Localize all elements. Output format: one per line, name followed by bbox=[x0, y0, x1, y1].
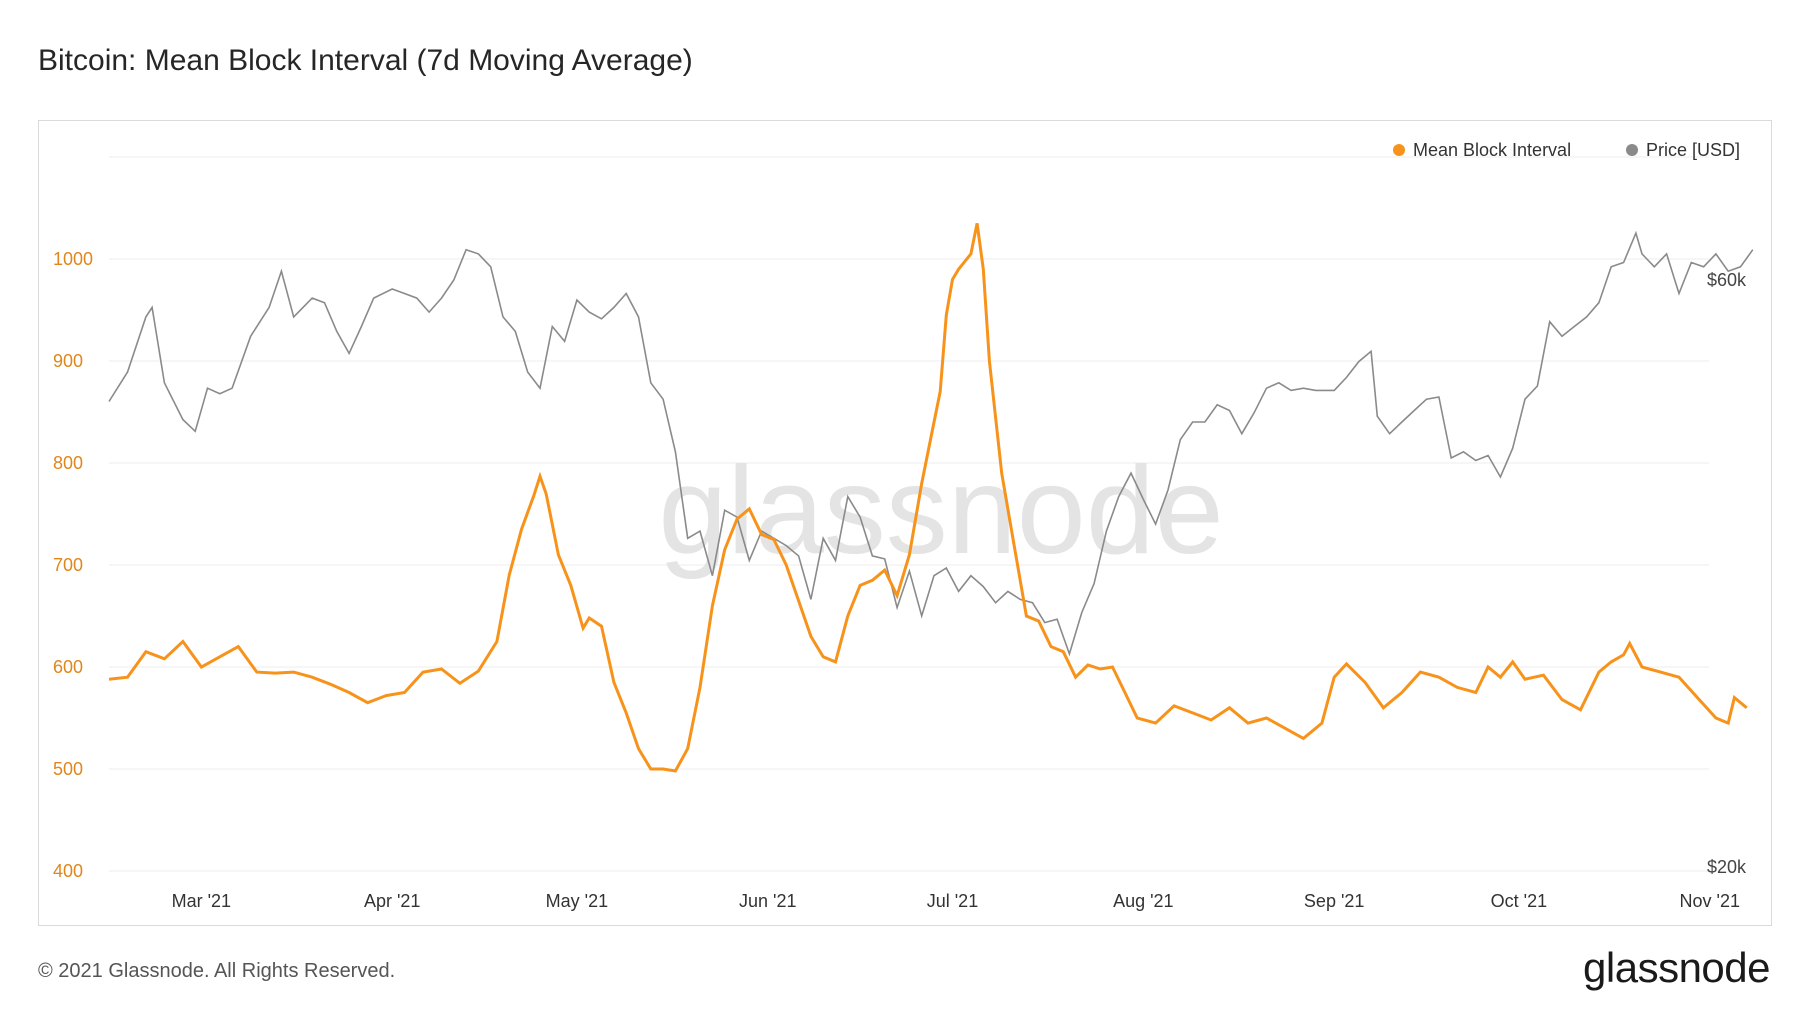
legend-label-price: Price [USD] bbox=[1646, 140, 1740, 160]
grid-lines bbox=[109, 156, 1709, 872]
chart-title: Bitcoin: Mean Block Interval (7d Moving … bbox=[38, 44, 693, 77]
left-axis-tick-label: 1000 bbox=[53, 249, 93, 269]
glassnode-logo: glassnode bbox=[1583, 944, 1770, 991]
x-axis-tick-label: Oct '21 bbox=[1491, 891, 1547, 911]
x-axis-tick-label: Aug '21 bbox=[1113, 891, 1174, 911]
chart-panel: glassnode 400 500 600 700 800 900 1000 $20k $60… bbox=[38, 120, 1772, 926]
right-axis-tick-label: $20k bbox=[1707, 857, 1747, 877]
x-axis-tick-label: Apr '21 bbox=[364, 891, 420, 911]
x-axis-tick-label: Mar '21 bbox=[172, 891, 231, 911]
x-axis: Mar '21 Apr '21 May '21 Jun '21 Jul '21 Aug '… bbox=[172, 891, 1740, 911]
left-axis-tick-label: 700 bbox=[53, 555, 83, 575]
legend-label-mean-block-interval: Mean Block Interval bbox=[1413, 140, 1571, 160]
left-axis-tick-label: 400 bbox=[53, 861, 83, 881]
legend-dot-price bbox=[1626, 144, 1638, 156]
x-axis-tick-label: Sep '21 bbox=[1304, 891, 1365, 911]
legend: Mean Block Interval Price [USD] bbox=[1393, 140, 1740, 160]
right-axis: $20k $60k bbox=[1707, 270, 1747, 877]
left-axis-tick-label: 600 bbox=[53, 657, 83, 677]
copyright-text: © 2021 Glassnode. All Rights Reserved. bbox=[38, 960, 396, 982]
left-axis: 400 500 600 700 800 900 1000 bbox=[53, 249, 93, 881]
left-axis-tick-label: 500 bbox=[53, 759, 83, 779]
chart-svg: glassnode 400 500 600 700 800 900 1000 $20k $60… bbox=[53, 140, 1754, 911]
right-axis-tick-label: $60k bbox=[1707, 270, 1747, 290]
left-axis-tick-label: 900 bbox=[53, 351, 83, 371]
left-axis-tick-label: 800 bbox=[53, 453, 83, 473]
mean-block-interval-series-line bbox=[108, 223, 1748, 773]
legend-dot-mean-block-interval bbox=[1393, 144, 1405, 156]
x-axis-tick-label: Jul '21 bbox=[927, 891, 978, 911]
x-axis-tick-label: Jun '21 bbox=[739, 891, 796, 911]
x-axis-tick-label: May '21 bbox=[546, 891, 608, 911]
x-axis-tick-label: Nov '21 bbox=[1680, 891, 1740, 911]
price-series-line bbox=[108, 230, 1754, 657]
watermark: glassnode bbox=[658, 442, 1223, 580]
